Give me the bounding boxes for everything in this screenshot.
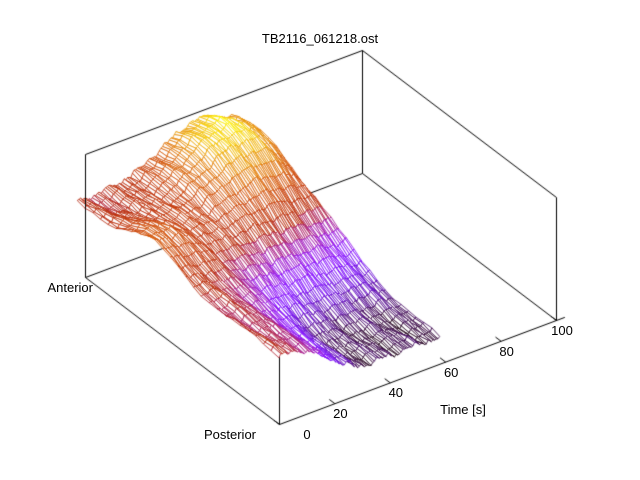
time-tick-label: 0 (303, 427, 311, 442)
anterior-axis-label: Anterior (47, 280, 93, 295)
time-tick-label: 100 (551, 323, 573, 338)
time-tick-label: 40 (388, 385, 404, 401)
time-axis-label: Time [s] (440, 402, 486, 417)
plot-title: TB2116_061218.ost (261, 31, 379, 46)
time-tick-label: 20 (333, 406, 348, 422)
time-tick-label: 60 (443, 364, 459, 380)
time-tick-label: 80 (499, 343, 514, 359)
posterior-axis-label: Posterior (203, 427, 257, 442)
